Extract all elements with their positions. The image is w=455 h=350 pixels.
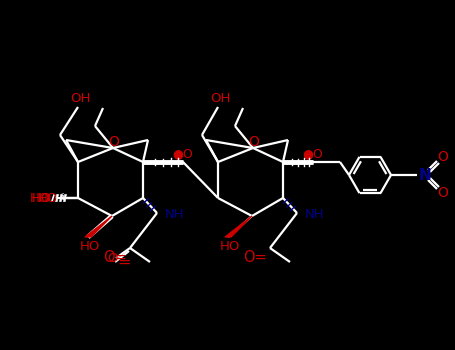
Text: O: O	[109, 135, 119, 149]
Text: HO: HO	[38, 191, 58, 204]
Polygon shape	[85, 216, 112, 237]
Text: ●O: ●O	[303, 147, 324, 161]
Text: HO: HO	[30, 193, 50, 205]
Text: NH: NH	[165, 209, 185, 222]
Text: OH: OH	[210, 91, 230, 105]
Text: HO: HO	[32, 191, 52, 204]
Text: O=: O=	[243, 251, 267, 266]
Polygon shape	[225, 216, 252, 237]
Text: =: =	[117, 254, 131, 270]
Text: O: O	[438, 150, 449, 164]
Text: O: O	[248, 135, 259, 149]
Text: HO: HO	[220, 239, 240, 252]
Text: HO: HO	[80, 239, 100, 252]
Text: O=: O=	[103, 251, 127, 266]
Text: ii: ii	[61, 194, 66, 203]
Text: NH: NH	[305, 209, 324, 222]
Text: ●O: ●O	[172, 147, 193, 161]
Text: OH: OH	[70, 91, 90, 105]
Text: O: O	[438, 186, 449, 200]
Text: O: O	[107, 252, 117, 265]
Text: N: N	[419, 168, 431, 182]
